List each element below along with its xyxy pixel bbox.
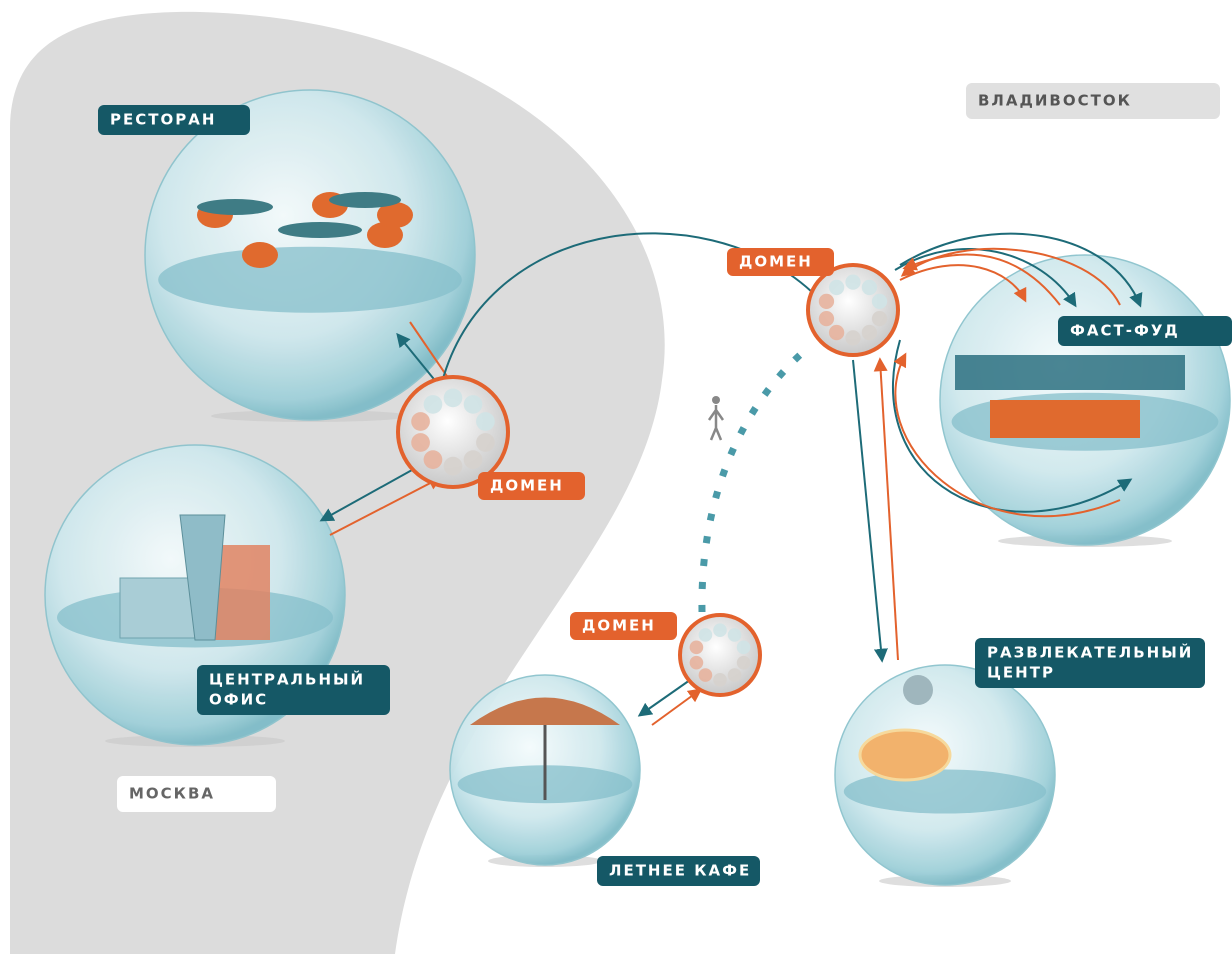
domain-dot — [829, 280, 844, 295]
platform — [158, 247, 462, 313]
label-text: ЦЕНТРАЛЬНЫЙ — [209, 670, 365, 689]
table — [329, 192, 401, 208]
domain-dot — [862, 280, 877, 295]
platform — [844, 770, 1046, 814]
domain-dot — [476, 433, 495, 452]
screens — [955, 355, 1185, 390]
label-text: МОСКВА — [129, 785, 215, 803]
domain-dot — [690, 641, 704, 655]
domain-dot — [690, 656, 704, 670]
dotted-link — [702, 355, 800, 612]
building — [120, 578, 195, 638]
domain-dot — [699, 668, 713, 682]
counter — [990, 400, 1140, 438]
domain-dot — [464, 395, 483, 414]
domain-dot — [728, 628, 742, 642]
domain-dot — [737, 641, 751, 655]
label-text: РЕСТОРАН — [110, 111, 216, 129]
domain-dot — [819, 311, 834, 326]
label-text: ЛЕТНЕЕ КАФЕ — [609, 862, 751, 880]
label-text: ДОМЕН — [582, 617, 656, 635]
domain-dot — [845, 274, 860, 289]
domain-dot — [872, 294, 887, 309]
label-text: ДОМЕН — [490, 477, 564, 495]
domain-dot — [424, 450, 443, 469]
domain-dot — [845, 330, 860, 345]
arrow — [640, 680, 690, 715]
disco-ball — [903, 675, 933, 705]
domain-dot — [411, 433, 430, 452]
arrow — [652, 690, 700, 725]
domain-dot — [872, 311, 887, 326]
domain-dot — [444, 389, 463, 408]
person-body — [709, 405, 723, 440]
domain-dot — [713, 623, 727, 637]
chair — [242, 242, 278, 268]
label-text: ВЛАДИВОСТОК — [978, 92, 1132, 110]
table — [197, 199, 273, 215]
domain-dot — [411, 412, 430, 431]
domain-dot — [464, 450, 483, 469]
label-text: ЦЕНТР — [987, 664, 1055, 682]
domain-dot — [819, 294, 834, 309]
domain-dot — [713, 673, 727, 687]
domain-dot — [424, 395, 443, 414]
arrow — [853, 360, 882, 660]
table — [278, 222, 362, 238]
label-text: РАЗВЛЕКАТЕЛЬНЫЙ — [987, 643, 1193, 662]
domain-dot — [699, 628, 713, 642]
domain-dot — [737, 656, 751, 670]
building — [215, 545, 270, 640]
diagram: ДОМЕН ДОМЕН ДОМЕН РЕСТОРАН ЦЕНТРАЛЬНЫЙ ОФИС ЛЕ… — [0, 0, 1232, 954]
domain-dot — [444, 457, 463, 476]
domain-dot — [829, 325, 844, 340]
person-head — [712, 396, 720, 404]
label-text: ОФИС — [209, 691, 268, 709]
domain-dot — [476, 412, 495, 431]
domain-dot — [728, 668, 742, 682]
label-text: ДОМЕН — [739, 253, 813, 271]
sign — [860, 730, 950, 780]
label-text: ФАСТ-ФУД — [1070, 322, 1180, 340]
domain-dot — [862, 325, 877, 340]
